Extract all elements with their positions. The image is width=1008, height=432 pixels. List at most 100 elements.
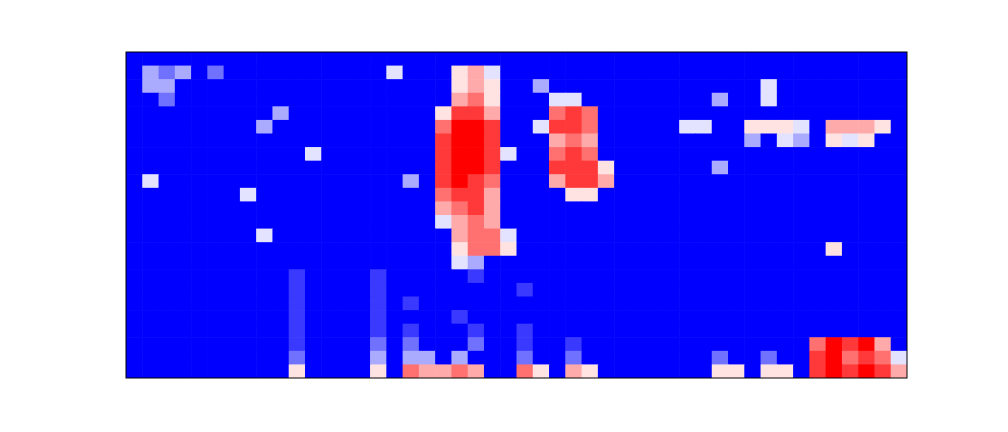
heatmap-cell <box>809 283 826 297</box>
heatmap-cell <box>582 79 599 93</box>
heatmap-cell <box>338 229 355 243</box>
heatmap-cell <box>712 134 729 148</box>
heatmap-cell <box>175 174 192 188</box>
heatmap-cell <box>305 215 322 229</box>
heatmap-cell <box>386 106 403 120</box>
heatmap-cell <box>468 229 485 243</box>
heatmap-cell <box>842 52 859 66</box>
heatmap-cell <box>826 256 843 270</box>
heatmap-cell <box>598 297 615 311</box>
heatmap-cell <box>533 134 550 148</box>
heatmap-cell <box>793 134 810 148</box>
heatmap-cell <box>305 324 322 338</box>
heatmap-cell <box>159 229 176 243</box>
heatmap-cell <box>630 161 647 175</box>
heatmap-cell <box>419 52 436 66</box>
heatmap-cell <box>159 337 176 351</box>
heatmap-cell <box>517 66 534 80</box>
heatmap-cell <box>679 297 696 311</box>
heatmap-cell <box>874 242 891 256</box>
heatmap-cell <box>500 106 517 120</box>
heatmap-cell <box>533 242 550 256</box>
heatmap-cell <box>207 364 224 378</box>
heatmap-cell <box>354 337 371 351</box>
heatmap-cell <box>256 201 273 215</box>
heatmap-cell <box>419 283 436 297</box>
heatmap-cell <box>500 79 517 93</box>
heatmap-cell <box>761 297 778 311</box>
heatmap-cell <box>435 310 452 324</box>
heatmap-cell <box>256 120 273 134</box>
heatmap-cell <box>679 52 696 66</box>
heatmap-cell <box>712 52 729 66</box>
heatmap-cell <box>484 269 501 283</box>
heatmap-cell <box>451 79 468 93</box>
heatmap-cell <box>321 337 338 351</box>
heatmap-cell <box>142 242 159 256</box>
heatmap-cell <box>874 106 891 120</box>
heatmap-cell <box>842 188 859 202</box>
heatmap-cell <box>500 351 517 365</box>
heatmap-cell <box>484 120 501 134</box>
heatmap-cell <box>614 351 631 365</box>
heatmap-cell <box>858 283 875 297</box>
heatmap-cell <box>809 229 826 243</box>
heatmap-cell <box>614 188 631 202</box>
heatmap-cell <box>663 269 680 283</box>
heatmap-cell <box>565 229 582 243</box>
heatmap-cell <box>761 215 778 229</box>
heatmap-cell <box>777 201 794 215</box>
heatmap-cell <box>370 269 387 283</box>
heatmap-cell <box>582 337 599 351</box>
heatmap-cell <box>159 269 176 283</box>
heatmap-cell <box>842 269 859 283</box>
heatmap-cell <box>305 242 322 256</box>
heatmap-cell <box>809 242 826 256</box>
heatmap-cell <box>744 147 761 161</box>
heatmap-cell <box>354 66 371 80</box>
heatmap-cell <box>517 188 534 202</box>
heatmap-cell <box>484 66 501 80</box>
heatmap-cell <box>695 297 712 311</box>
heatmap-cell <box>175 66 192 80</box>
heatmap-cell <box>338 79 355 93</box>
heatmap-cell <box>663 337 680 351</box>
heatmap-cell <box>777 242 794 256</box>
heatmap-cell <box>224 93 241 107</box>
heatmap-cell <box>256 93 273 107</box>
heatmap-cell <box>126 229 143 243</box>
heatmap-cell <box>565 93 582 107</box>
heatmap-cell <box>484 364 501 378</box>
heatmap-cell <box>240 188 257 202</box>
heatmap-cell <box>272 106 289 120</box>
heatmap-cell <box>809 106 826 120</box>
heatmap-cell <box>695 256 712 270</box>
heatmap-cell <box>256 351 273 365</box>
heatmap-cell <box>517 201 534 215</box>
heatmap-cell <box>419 66 436 80</box>
heatmap-cell <box>451 93 468 107</box>
heatmap-cell <box>630 297 647 311</box>
heatmap-cell <box>289 337 306 351</box>
heatmap-cell <box>354 229 371 243</box>
heatmap-cell <box>207 147 224 161</box>
heatmap-cell <box>175 106 192 120</box>
heatmap-cell <box>272 215 289 229</box>
heatmap-cell <box>403 229 420 243</box>
heatmap-cell <box>582 256 599 270</box>
heatmap-cell <box>874 324 891 338</box>
heatmap-cell <box>403 364 420 378</box>
heatmap-cell <box>793 351 810 365</box>
heatmap-cell <box>777 66 794 80</box>
heatmap-cell <box>842 215 859 229</box>
heatmap-cell <box>582 161 599 175</box>
heatmap-cell <box>419 215 436 229</box>
heatmap-cell <box>761 106 778 120</box>
heatmap-cell <box>712 106 729 120</box>
heatmap-cell <box>159 79 176 93</box>
heatmap-cell <box>354 147 371 161</box>
heatmap-cell <box>484 93 501 107</box>
heatmap-cell <box>630 283 647 297</box>
heatmap-cell <box>240 256 257 270</box>
heatmap-cell <box>647 337 664 351</box>
